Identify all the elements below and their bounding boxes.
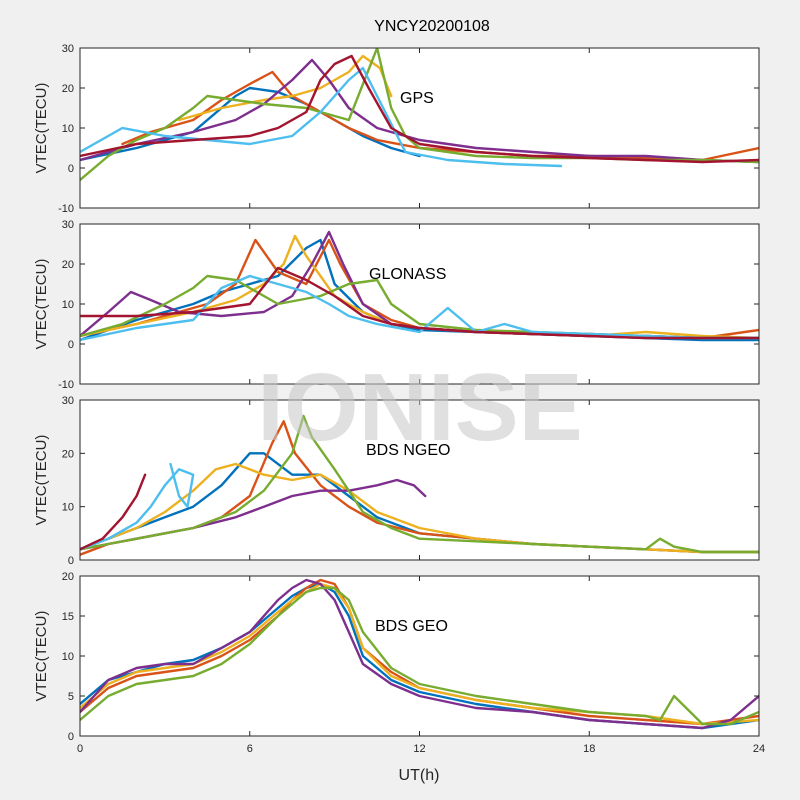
x-tick-label: 6 — [247, 743, 253, 755]
y-tick-label: 20 — [62, 448, 74, 460]
series-line-6 — [80, 274, 759, 342]
series-line-3 — [177, 54, 393, 122]
series-line-7 — [80, 54, 759, 164]
series-line-3 — [80, 582, 759, 726]
series-line-4 — [80, 58, 759, 164]
series-group — [80, 48, 759, 182]
y-tick-label: 0 — [68, 555, 74, 567]
series-line-5 — [80, 414, 759, 554]
series-line-7 — [80, 473, 147, 551]
panel-annotation: BDS NGEO — [366, 442, 450, 459]
x-tick-label: 18 — [583, 743, 595, 755]
y-tick-label: 5 — [68, 691, 74, 703]
panel-annotation: GLONASS — [369, 266, 446, 283]
series-line-7 — [80, 266, 759, 340]
y-axis-label: VTEC(TECU) — [33, 611, 50, 702]
panel-annotation: GPS — [400, 90, 434, 107]
y-tick-label: -10 — [58, 203, 74, 215]
x-tick-label: 12 — [413, 743, 425, 755]
y-tick-label: 0 — [68, 339, 74, 351]
series-group — [80, 578, 759, 730]
panels: -10 0 10 20 30 VTEC(TECU) GPS -10 0 10 20 30 VTEC(TE… — [33, 43, 765, 755]
y-tick-label: 30 — [62, 219, 74, 231]
series-line-2 — [80, 578, 759, 726]
y-tick-label: 10 — [62, 123, 74, 135]
series-group — [80, 230, 759, 342]
panel-4: 0 5 10 15 20 0 6 12 18 24 VTEC(TECU) BDS GEO — [33, 571, 765, 755]
panel-3: 0 10 20 30 VTEC(TECU) BDS NGEO — [33, 395, 760, 567]
panel-annotation: BDS GEO — [375, 618, 448, 635]
figure-title: YNCY20200108 — [374, 18, 490, 35]
series-group — [80, 414, 759, 556]
y-tick-label: -10 — [58, 379, 74, 391]
y-tick-label: 0 — [68, 163, 74, 175]
y-tick-label: 20 — [62, 571, 74, 583]
y-tick-label: 20 — [62, 83, 74, 95]
y-tick-label: 20 — [62, 259, 74, 271]
y-axis-label: VTEC(TECU) — [33, 259, 50, 350]
y-tick-label: 30 — [62, 43, 74, 55]
y-tick-label: 10 — [62, 502, 74, 514]
x-tick-label: 0 — [77, 743, 83, 755]
panel-1: -10 0 10 20 30 VTEC(TECU) GPS — [33, 43, 760, 215]
y-tick-label: 10 — [62, 299, 74, 311]
plot-area — [80, 48, 759, 208]
watermark: IONISE — [257, 354, 582, 461]
y-axis-label: VTEC(TECU) — [33, 435, 50, 526]
x-axis-label: UT(h) — [399, 767, 440, 784]
series-line-4 — [80, 578, 759, 730]
panel-2: -10 0 10 20 30 VTEC(TECU) GLONASS — [33, 219, 760, 391]
series-line-5 — [80, 586, 759, 726]
series-line-6 — [80, 66, 563, 168]
y-tick-label: 30 — [62, 395, 74, 407]
y-tick-label: 15 — [62, 611, 74, 623]
plot-area — [80, 576, 759, 736]
x-tick-label: 24 — [753, 743, 765, 755]
series-line-6 — [80, 462, 195, 551]
y-tick-label: 10 — [62, 651, 74, 663]
y-tick-label: 0 — [68, 731, 74, 743]
y-axis-label: VTEC(TECU) — [33, 83, 50, 174]
